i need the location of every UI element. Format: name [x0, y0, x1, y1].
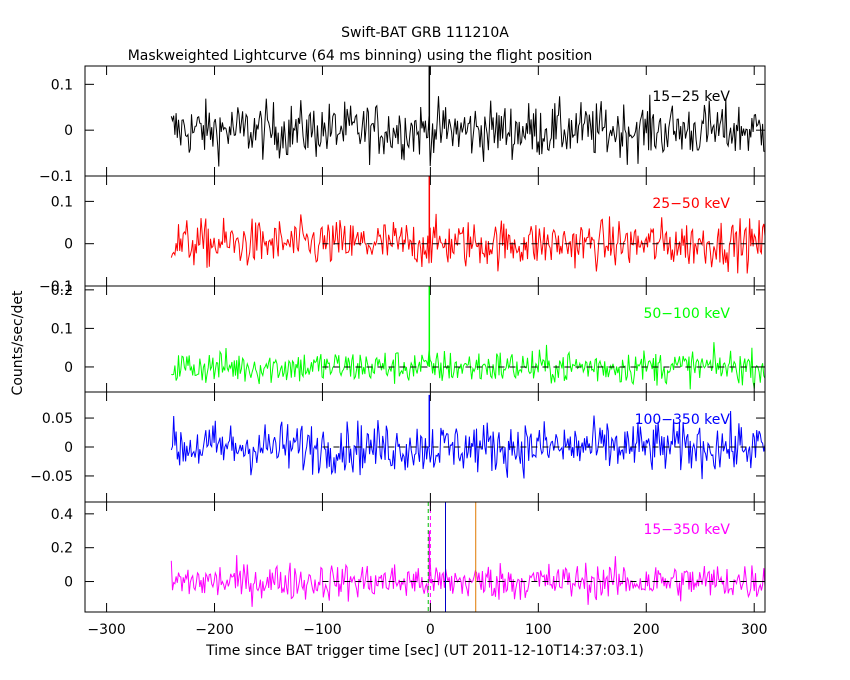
chart-title: Swift-BAT GRB 111210A: [341, 25, 509, 41]
band-label: 50−100 keV: [643, 306, 730, 322]
series-trace: [170, 94, 765, 167]
y-tick-label: 0.4: [51, 507, 73, 523]
panel-3: 0 0.1 0.2 50−100 keV: [51, 283, 766, 393]
y-axis-label: Counts/sec/det: [10, 290, 26, 395]
panel-4: −0.05 0 0.05 100−350 keV: [30, 391, 766, 503]
y-tick-label: −0.1: [39, 279, 73, 295]
x-tick-label: 200: [633, 622, 660, 638]
y-tick-label: −0.1: [39, 169, 73, 185]
panel-1: −0.1 0 0.1 15−25 keV: [39, 65, 766, 185]
panel-frame: [84, 175, 766, 287]
y-tick-label: 0.1: [51, 194, 73, 210]
band-label: 25−50 keV: [652, 196, 730, 212]
y-tick-label: 0: [64, 237, 73, 253]
y-tick-label: 0.1: [51, 77, 73, 93]
y-tick-label: 0.05: [42, 411, 73, 427]
x-tick-label: −100: [303, 622, 341, 638]
y-tick-label: 0.2: [51, 283, 73, 299]
series-trace: [171, 342, 765, 390]
y-tick-label: −0.05: [30, 469, 73, 485]
panel-frame: [84, 501, 766, 613]
band-label: 15−350 keV: [643, 522, 730, 538]
x-tick-label: 0: [426, 622, 435, 638]
series-trace: [170, 213, 765, 274]
series-trace: [170, 555, 765, 607]
panels-group: −0.1 0 0.1 15−25 keV −0.1 0 0.1 25−50 keV 0 0.1 0.…: [30, 65, 768, 638]
band-label: 100−350 keV: [635, 412, 731, 428]
x-tick-label: 100: [525, 622, 552, 638]
chart-subtitle: Maskweighted Lightcurve (64 ms binning) …: [128, 48, 593, 64]
y-tick-label: 0: [64, 440, 73, 456]
x-tick-label: 300: [741, 622, 768, 638]
series-trace: [170, 410, 765, 480]
panel-5: 0 0.2 0.4 15−350 keV: [51, 501, 766, 613]
x-tick-label: −300: [87, 622, 125, 638]
y-tick-label: 0.1: [51, 321, 73, 337]
panel-2: −0.1 0 0.1 25−50 keV: [39, 175, 766, 295]
y-tick-label: 0.2: [51, 541, 73, 557]
x-tick-label: −200: [195, 622, 233, 638]
band-label: 15−25 keV: [652, 89, 730, 105]
y-tick-label: 0: [64, 575, 73, 591]
panel-frame: [84, 285, 766, 393]
y-tick-label: 0: [64, 123, 73, 139]
x-axis-label: Time since BAT trigger time [sec] (UT 20…: [205, 643, 644, 659]
y-tick-label: 0: [64, 360, 73, 376]
